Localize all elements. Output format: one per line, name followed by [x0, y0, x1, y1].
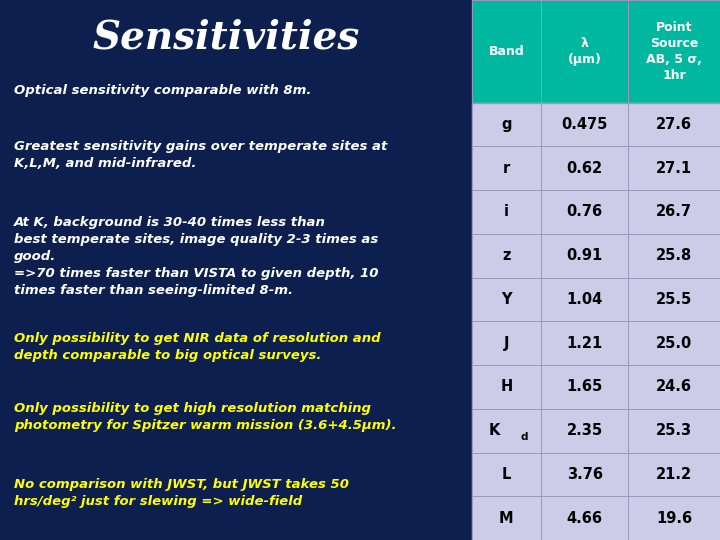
Bar — [472, 496, 720, 540]
Text: 25.5: 25.5 — [656, 292, 692, 307]
Text: Optical sensitivity comparable with 8m.: Optical sensitivity comparable with 8m. — [14, 84, 312, 97]
Text: 2.35: 2.35 — [567, 423, 603, 438]
Text: 1.04: 1.04 — [567, 292, 603, 307]
Text: 0.475: 0.475 — [562, 117, 608, 132]
Bar — [472, 0, 720, 103]
Text: J: J — [503, 336, 509, 350]
Bar — [472, 190, 720, 234]
Bar — [472, 146, 720, 190]
Text: H: H — [500, 380, 513, 394]
Text: Point
Source
AB, 5 σ,
1hr: Point Source AB, 5 σ, 1hr — [646, 21, 702, 82]
Text: 25.0: 25.0 — [656, 336, 692, 350]
Text: 0.91: 0.91 — [567, 248, 603, 263]
Text: 4.66: 4.66 — [567, 511, 603, 525]
Text: 21.2: 21.2 — [656, 467, 692, 482]
Text: 26.7: 26.7 — [656, 205, 692, 219]
Text: d: d — [520, 432, 528, 442]
Bar — [472, 409, 720, 453]
Text: z: z — [502, 248, 510, 263]
Text: 1.21: 1.21 — [567, 336, 603, 350]
Text: 0.62: 0.62 — [567, 161, 603, 176]
Text: No comparison with JWST, but JWST takes 50
hrs/deg² just for slewing => wide-fie: No comparison with JWST, but JWST takes … — [14, 478, 349, 508]
Text: M: M — [499, 511, 513, 525]
Text: Only possibility to get NIR data of resolution and
depth comparable to big optic: Only possibility to get NIR data of reso… — [14, 332, 381, 362]
Bar — [472, 321, 720, 365]
Text: Only possibility to get high resolution matching
photometry for Spitzer warm mis: Only possibility to get high resolution … — [14, 402, 397, 433]
Bar — [472, 234, 720, 278]
Text: 24.6: 24.6 — [656, 380, 692, 394]
Text: Y: Y — [501, 292, 512, 307]
Text: L: L — [502, 467, 511, 482]
Text: 27.6: 27.6 — [656, 117, 692, 132]
Text: 27.1: 27.1 — [656, 161, 692, 176]
Text: Greatest sensitivity gains over temperate sites at
K,L,M, and mid-infrared.: Greatest sensitivity gains over temperat… — [14, 140, 387, 171]
Text: 3.76: 3.76 — [567, 467, 603, 482]
Text: λ
(μm): λ (μm) — [567, 37, 601, 66]
Text: 25.8: 25.8 — [656, 248, 692, 263]
Text: 25.3: 25.3 — [656, 423, 692, 438]
Bar — [472, 365, 720, 409]
Text: K: K — [488, 423, 500, 438]
Text: r: r — [503, 161, 510, 176]
Text: i: i — [504, 205, 509, 219]
Text: Band: Band — [488, 45, 524, 58]
Text: Sensitivities: Sensitivities — [93, 19, 360, 57]
Text: 19.6: 19.6 — [656, 511, 692, 525]
Text: At K, background is 30-40 times less than
best temperate sites, image quality 2-: At K, background is 30-40 times less tha… — [14, 216, 379, 297]
Text: 0.76: 0.76 — [567, 205, 603, 219]
Bar — [472, 453, 720, 496]
Bar — [472, 278, 720, 321]
Text: 1.65: 1.65 — [567, 380, 603, 394]
Text: g: g — [501, 117, 512, 132]
Bar — [472, 103, 720, 146]
